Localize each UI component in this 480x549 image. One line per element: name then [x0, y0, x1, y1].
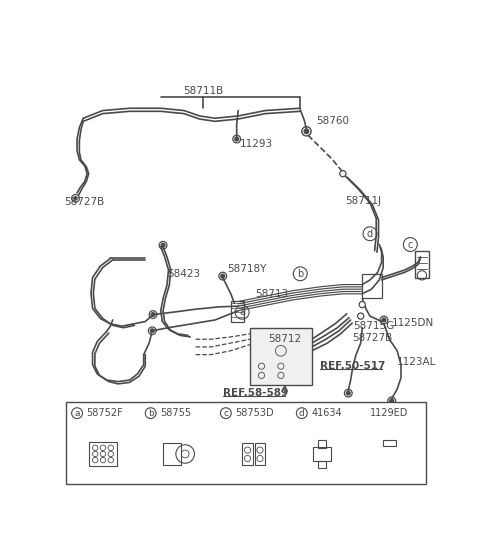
Circle shape	[150, 329, 154, 333]
Text: 58713: 58713	[255, 289, 288, 299]
Text: 58727B: 58727B	[65, 197, 105, 207]
Text: b: b	[297, 269, 303, 279]
Text: 58715G: 58715G	[353, 321, 394, 331]
Bar	[415, 251, 429, 278]
Text: a: a	[239, 307, 245, 317]
Text: 58712: 58712	[268, 334, 301, 344]
Bar	[254, 443, 265, 465]
Text: REF.50-517: REF.50-517	[320, 361, 385, 371]
Bar	[242, 443, 253, 465]
Circle shape	[340, 171, 346, 177]
Bar	[89, 441, 117, 466]
Text: 58711J: 58711J	[345, 195, 381, 206]
Text: 58711B: 58711B	[183, 86, 224, 96]
Text: c: c	[408, 239, 413, 249]
Circle shape	[161, 243, 165, 247]
Circle shape	[221, 274, 225, 278]
Text: REF.58-589: REF.58-589	[223, 388, 288, 398]
Text: 58760: 58760	[316, 116, 349, 126]
Text: 58423: 58423	[167, 269, 200, 279]
Bar	[383, 440, 396, 446]
Text: 58753D: 58753D	[235, 408, 274, 418]
Circle shape	[73, 196, 78, 200]
Bar	[318, 461, 326, 468]
Bar	[230, 301, 244, 322]
Circle shape	[359, 301, 365, 307]
Text: 1129ED: 1129ED	[370, 408, 408, 418]
Bar	[318, 440, 326, 448]
Text: 58718Y: 58718Y	[228, 264, 267, 274]
Circle shape	[304, 129, 309, 133]
Circle shape	[382, 318, 386, 322]
Text: d: d	[367, 229, 373, 239]
Text: 1125DN: 1125DN	[392, 318, 434, 328]
Circle shape	[72, 194, 79, 202]
Text: a: a	[74, 408, 80, 418]
Text: 58755: 58755	[160, 408, 191, 418]
Text: 11293: 11293	[240, 139, 273, 149]
Text: c: c	[223, 408, 228, 418]
Bar	[66, 402, 426, 484]
Text: 58752F: 58752F	[86, 408, 123, 418]
Bar	[250, 328, 312, 385]
Text: 58727B: 58727B	[352, 333, 393, 344]
Text: b: b	[148, 408, 154, 418]
Text: d: d	[299, 408, 305, 418]
Circle shape	[235, 137, 239, 141]
Circle shape	[390, 399, 394, 403]
Circle shape	[347, 391, 350, 395]
Circle shape	[358, 313, 364, 319]
Bar	[362, 274, 382, 299]
Bar	[164, 443, 180, 465]
Text: 41634: 41634	[311, 408, 342, 418]
Text: 1123AL: 1123AL	[397, 357, 436, 367]
Bar	[312, 447, 331, 461]
Circle shape	[151, 313, 155, 317]
